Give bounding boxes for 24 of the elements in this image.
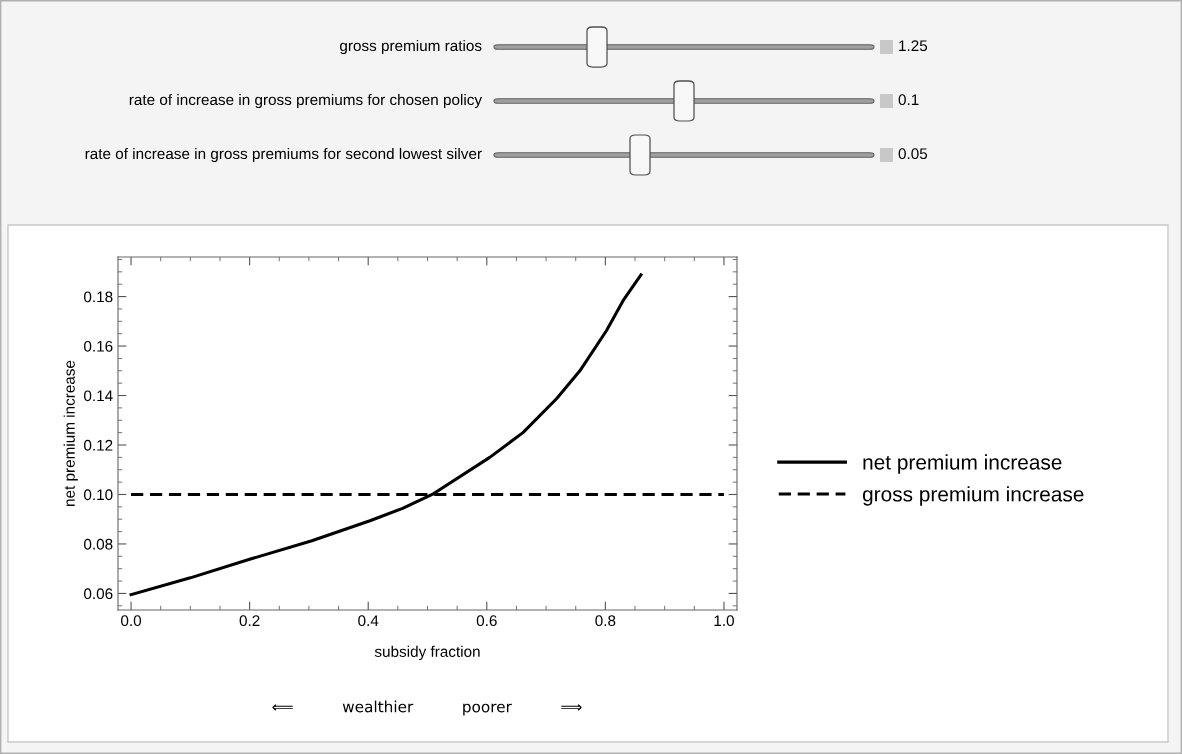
text: gross premium ratios xyxy=(340,39,482,55)
y-tick-label: 0.16 xyxy=(84,340,113,352)
y-tick-label: 0.18 xyxy=(84,291,113,303)
x-tick-label: 0.0 xyxy=(121,615,142,627)
x-tick-label: 0.4 xyxy=(358,615,379,627)
y-tick-label: 0.14 xyxy=(84,390,113,402)
text: ⟸ wealthier poorer ⟹ xyxy=(272,700,582,716)
legend-label: gross premium increase xyxy=(862,486,1084,506)
x-tick-label: 0.6 xyxy=(476,615,497,627)
x-tick-label: 0.2 xyxy=(239,615,260,627)
x-tick-label: 0.8 xyxy=(595,615,616,627)
y-tick-label: 0.08 xyxy=(84,538,113,550)
x-tick-label: 1.0 xyxy=(714,615,734,627)
text: 0.05 xyxy=(898,148,928,160)
y-tick-label: 0.06 xyxy=(84,588,113,600)
x-axis-title: subsidy fraction xyxy=(374,645,480,661)
y-axis-title: net premium increase xyxy=(63,360,78,506)
y-tick-label: 0.12 xyxy=(84,439,113,451)
text: rate of increase in gross premiums for chosen policy xyxy=(129,93,482,109)
y-tick-label: 0.10 xyxy=(84,489,113,501)
text: 1.25 xyxy=(899,40,928,52)
legend-label: net premium increase xyxy=(863,454,1062,474)
text: rate of increase in gross premiums for second lowest silver xyxy=(85,147,482,163)
text: 0.1 xyxy=(898,94,919,106)
